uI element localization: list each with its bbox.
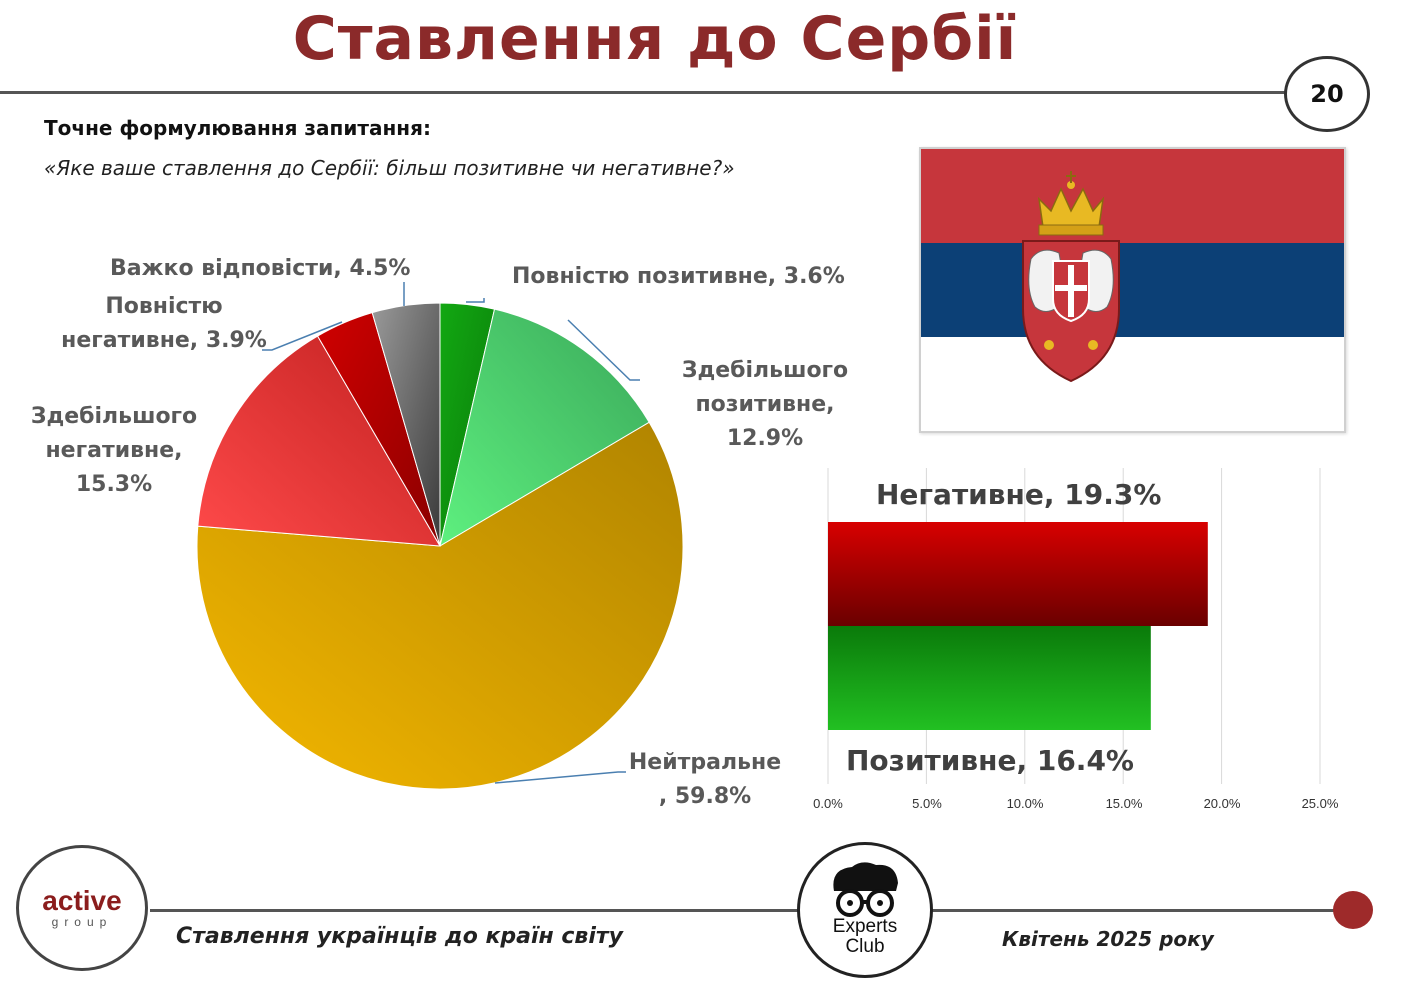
pie-label-line: Здебільшого: [30, 404, 198, 429]
pie-slice-hard-to-answer: [371, 302, 441, 547]
bar-label-negative: Негативне, 19.3%: [876, 478, 1162, 511]
pie-label-line: Здебільшого: [681, 358, 849, 383]
question-text: «Яке ваше ставлення до Сербії: більш поз…: [44, 156, 735, 180]
page-title: Ставлення до Сербії: [292, 4, 1018, 74]
pie-label-line: позитивне,: [695, 392, 835, 417]
pie-label-line: , 59.8%: [658, 784, 752, 809]
pie-label-fully-negative: Повністю негативне, 3.9%: [46, 290, 282, 358]
pie-slice-mostly-negative: [197, 335, 441, 547]
pie-label-mostly-negative: Здебільшого негативне, 15.3%: [14, 400, 214, 502]
experts-club-text: Experts Club: [800, 917, 930, 957]
pie-chart: [196, 282, 684, 790]
bar-chart: [827, 468, 1321, 784]
active-group-logo: active group: [16, 845, 148, 971]
glasses-face-icon: [833, 862, 898, 917]
logo-text-experts: Experts: [832, 916, 898, 937]
pie-label-line: негативне,: [45, 438, 183, 463]
flag-stripe-blue: [921, 243, 1344, 337]
serbia-flag: [919, 147, 1346, 433]
logo-text-active: active: [42, 885, 122, 916]
bar-negative: [828, 522, 1208, 626]
leader-line-mostly-positive: [567, 319, 640, 381]
pie-slice-mostly-positive: [439, 308, 650, 548]
question-label: Точне формулювання запитання:: [44, 116, 431, 140]
flag-stripe-red: [921, 149, 1344, 243]
title-divider: [0, 91, 1286, 94]
pie-label-mostly-positive: Здебільшого позитивне, 12.9%: [640, 354, 890, 456]
experts-club-logo: Experts Club: [797, 842, 933, 978]
pie-label-neutral: Нейтральне , 59.8%: [600, 746, 810, 814]
serbia-flag-image: [921, 149, 1344, 431]
leader-line-neutral: [494, 771, 626, 784]
pie-slice-neutral: [196, 421, 684, 790]
page-number-badge: 20: [1284, 56, 1370, 132]
coat-of-arms-icon: [1022, 171, 1120, 383]
decorative-dot: [1333, 891, 1373, 929]
leader-line-fully-negative: [262, 321, 343, 351]
pie-label-fully-positive: Повністю позитивне, 3.6%: [512, 264, 845, 289]
x-tick-label: 20.0%: [1203, 796, 1241, 811]
flag-stripe-white: [921, 337, 1344, 431]
bar-label-positive: Позитивне, 16.4%: [846, 744, 1134, 777]
logo-text-club: Club: [845, 936, 885, 957]
pie-label-line: Нейтральне: [628, 750, 782, 775]
x-tick-label: 0.0%: [813, 796, 843, 811]
footer-date: Квітень 2025 року: [1002, 927, 1214, 951]
x-tick-label: 15.0%: [1105, 796, 1143, 811]
pie-label-line: Повністю: [105, 294, 223, 319]
footer-report-title: Ставлення українців до країн світу: [176, 924, 623, 949]
bar-positive: [828, 626, 1151, 730]
pie-label-line: негативне, 3.9%: [61, 328, 267, 353]
footer-divider: [150, 909, 1350, 912]
pie-label-line: 12.9%: [726, 426, 804, 451]
logo-text-group: group: [51, 915, 113, 929]
x-tick-label: 25.0%: [1301, 796, 1339, 811]
pie-label-line: 15.3%: [75, 472, 153, 497]
pie-label-hard-to-answer: Важко відповісти, 4.5%: [110, 256, 411, 281]
leader-line-fully-positive: [466, 298, 485, 303]
x-tick-label: 5.0%: [912, 796, 942, 811]
x-tick-label: 10.0%: [1006, 796, 1044, 811]
